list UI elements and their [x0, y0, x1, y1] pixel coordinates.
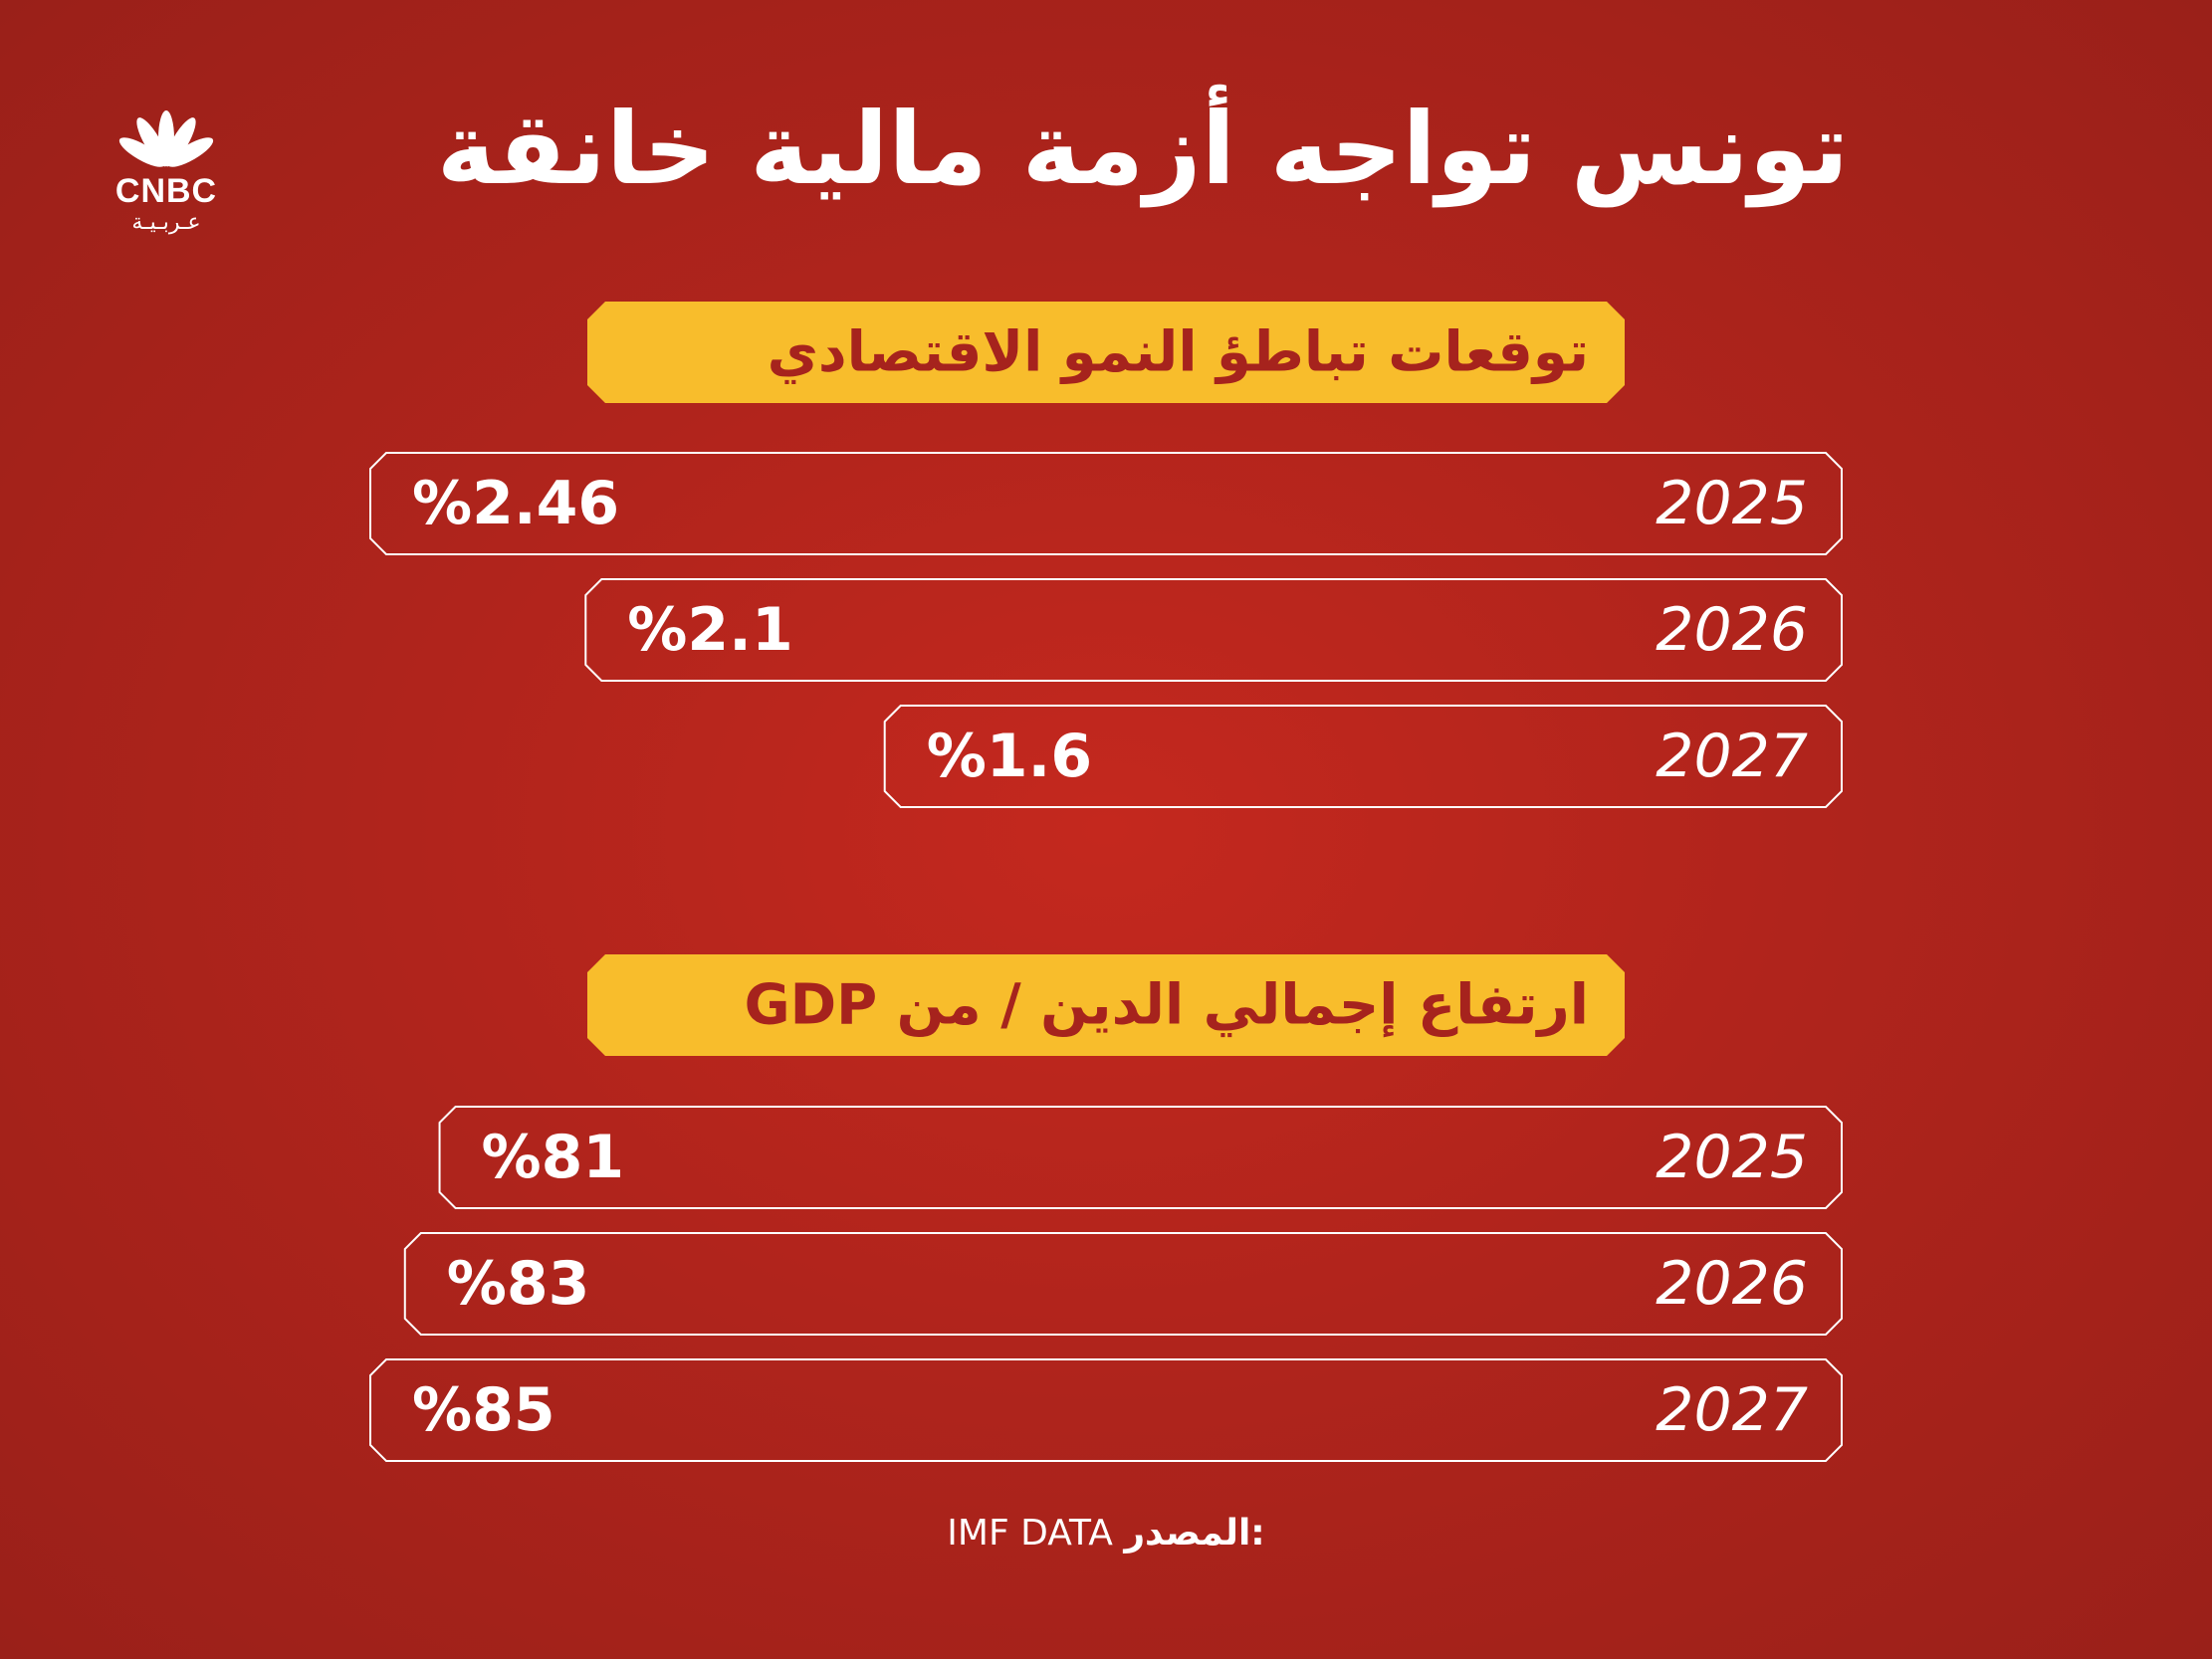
bar-0-0: [369, 452, 1843, 555]
logo-subtitle: عـربـيـة: [131, 210, 201, 235]
bar-0-2: [883, 705, 1843, 808]
bar-1-2: [369, 1358, 1843, 1462]
value-label: %2.1: [627, 595, 792, 665]
bar-0-1: [584, 578, 1843, 682]
category-label: 2025: [1656, 469, 1808, 538]
category-label: 2027: [1656, 1375, 1808, 1445]
source-value: IMF DATA: [947, 1513, 1113, 1554]
cnbc-arabia-logo: CNBC عـربـيـة: [100, 104, 233, 239]
bar-1-1: [403, 1232, 1843, 1336]
debt-chart-title-badge: ارتفاع إجمالي الدين / من GDP: [587, 954, 1625, 1056]
growth-chart-title-badge: توقعات تباطؤ النمو الاقتصادي: [587, 302, 1625, 403]
bar-1-0: [438, 1106, 1843, 1209]
value-label: %85: [412, 1375, 555, 1445]
source-label: المصدر:: [1124, 1513, 1265, 1554]
category-label: 2027: [1656, 722, 1808, 791]
source-note: IMF DATA المصدر:: [0, 1513, 2212, 1554]
logo-text: CNBC: [114, 172, 218, 210]
value-label: %1.6: [927, 722, 1092, 791]
growth-chart-title: توقعات تباطؤ النمو الاقتصادي: [767, 319, 1589, 385]
value-label: %81: [482, 1123, 625, 1192]
category-label: 2026: [1656, 595, 1808, 665]
value-label: %2.46: [412, 469, 619, 538]
debt-chart-title: ارتفاع إجمالي الدين / من GDP: [744, 972, 1589, 1038]
category-label: 2026: [1656, 1249, 1808, 1319]
peacock-icon: [118, 110, 214, 167]
category-label: 2025: [1656, 1123, 1808, 1192]
page-title: تونس تواجه أزمة مالية خانقة: [436, 91, 1849, 207]
value-label: %83: [447, 1249, 590, 1319]
